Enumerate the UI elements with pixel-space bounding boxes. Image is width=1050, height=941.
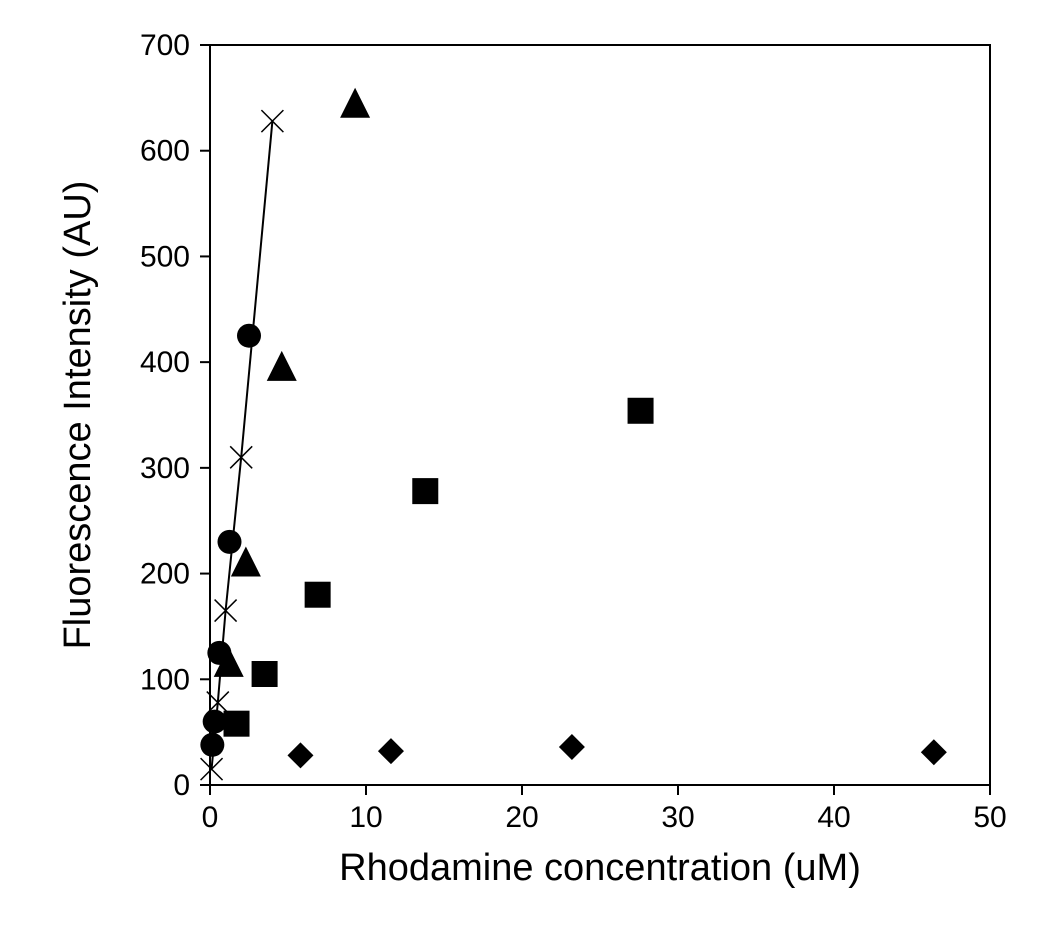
y-tick-label: 700 xyxy=(140,29,190,62)
marker-diamond xyxy=(559,734,585,760)
x-tick-label: 20 xyxy=(505,801,538,834)
marker-square xyxy=(224,711,250,737)
scatter-chart: 010203040500100200300400500600700Rhodami… xyxy=(0,0,1050,941)
x-tick-label: 10 xyxy=(349,801,382,834)
y-tick-label: 600 xyxy=(140,135,190,168)
y-tick-label: 0 xyxy=(173,769,190,802)
x-tick-label: 50 xyxy=(973,801,1006,834)
marker-diamond xyxy=(921,739,947,765)
plot-border xyxy=(210,45,990,785)
marker-circle xyxy=(200,733,224,757)
chart-svg: 010203040500100200300400500600700Rhodami… xyxy=(0,0,1050,941)
marker-diamond xyxy=(378,738,404,764)
y-tick-label: 400 xyxy=(140,346,190,379)
marker-triangle xyxy=(340,88,370,118)
marker-circle xyxy=(218,530,242,554)
y-tick-label: 100 xyxy=(140,663,190,696)
marker-square xyxy=(252,661,278,687)
marker-circle xyxy=(237,324,261,348)
y-tick-label: 300 xyxy=(140,452,190,485)
x-axis-label: Rhodamine concentration (uM) xyxy=(339,847,861,889)
marker-diamond xyxy=(287,742,313,768)
x-tick-label: 40 xyxy=(817,801,850,834)
marker-triangle xyxy=(267,351,297,381)
marker-square xyxy=(628,398,654,424)
x-tick-label: 0 xyxy=(202,801,219,834)
y-axis-label: Fluorescence Intensity (AU) xyxy=(57,181,99,650)
marker-square xyxy=(305,582,331,608)
marker-circle xyxy=(203,710,227,734)
marker-square xyxy=(412,478,438,504)
x-tick-label: 30 xyxy=(661,801,694,834)
y-tick-label: 500 xyxy=(140,240,190,273)
y-tick-label: 200 xyxy=(140,558,190,591)
